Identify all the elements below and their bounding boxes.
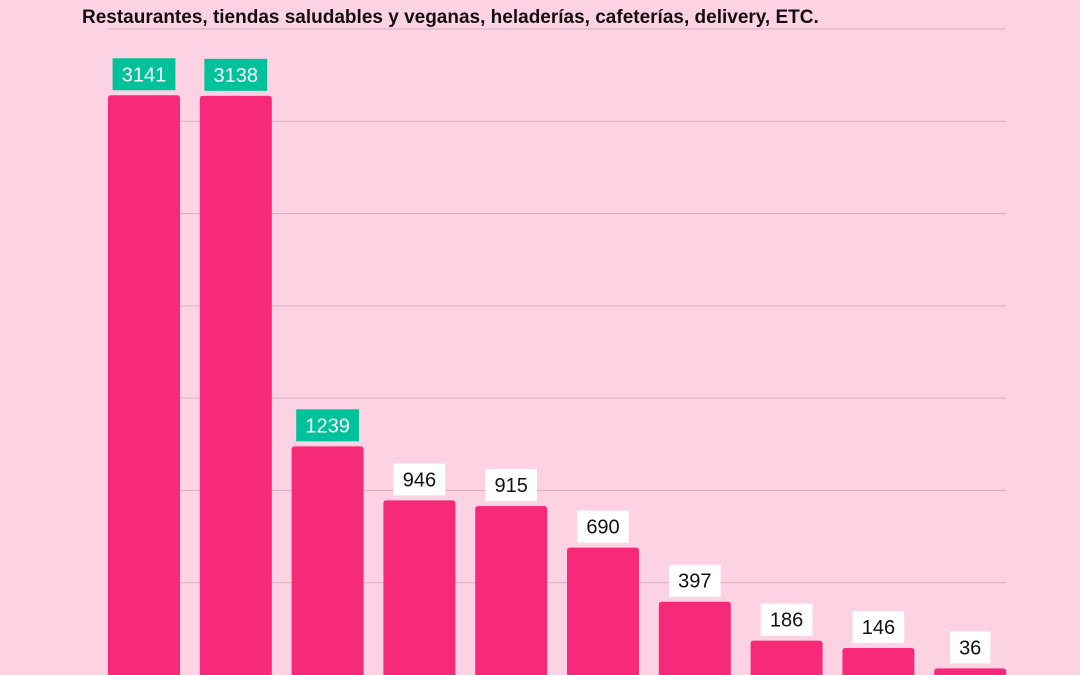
bar	[291, 446, 364, 675]
data-label-box	[950, 631, 991, 664]
data-label: 36	[950, 631, 991, 664]
data-label-box	[852, 611, 905, 644]
data-label: 186	[760, 603, 813, 636]
data-label-text: 3141	[122, 64, 167, 86]
data-label: 1239	[296, 409, 359, 442]
bar	[567, 547, 639, 675]
bar	[475, 506, 548, 675]
data-label-box	[760, 603, 813, 636]
data-label-text: 397	[678, 571, 711, 593]
bar	[383, 500, 456, 675]
data-label-text: 186	[770, 610, 803, 632]
data-label: 690	[577, 510, 629, 543]
data-label-text: 36	[959, 637, 981, 659]
bar	[750, 640, 823, 675]
data-label: 915	[485, 469, 537, 502]
bar	[842, 648, 915, 675]
data-label-box	[296, 409, 359, 442]
data-label-box	[669, 564, 721, 597]
data-label: 146	[852, 611, 905, 644]
data-label-box	[485, 469, 537, 502]
bar	[108, 95, 180, 675]
chart-title: Restaurantes, tiendas saludables y vegan…	[82, 7, 819, 28]
data-label: 3138	[204, 58, 268, 91]
data-label-text: 915	[495, 475, 528, 497]
data-label-text: 946	[403, 469, 436, 491]
data-label: 3141	[112, 58, 176, 91]
data-label: 397	[669, 564, 721, 597]
gridlines	[108, 28, 1006, 584]
data-label-box	[112, 58, 176, 91]
data-label-text: 146	[862, 617, 895, 639]
bars	[108, 95, 1007, 675]
bar	[199, 95, 272, 675]
bar	[934, 668, 1007, 675]
data-labels: 3141 3138 1239 946 915 690 397 186 146 36	[112, 58, 991, 664]
data-label-text: 1239	[305, 415, 350, 437]
data-label-box	[204, 58, 268, 91]
data-label-box	[393, 463, 446, 496]
data-label-text: 690	[586, 517, 619, 539]
data-label-box	[577, 510, 629, 543]
bar	[658, 601, 731, 675]
data-label-text: 3138	[214, 65, 259, 87]
data-label: 946	[393, 463, 446, 496]
